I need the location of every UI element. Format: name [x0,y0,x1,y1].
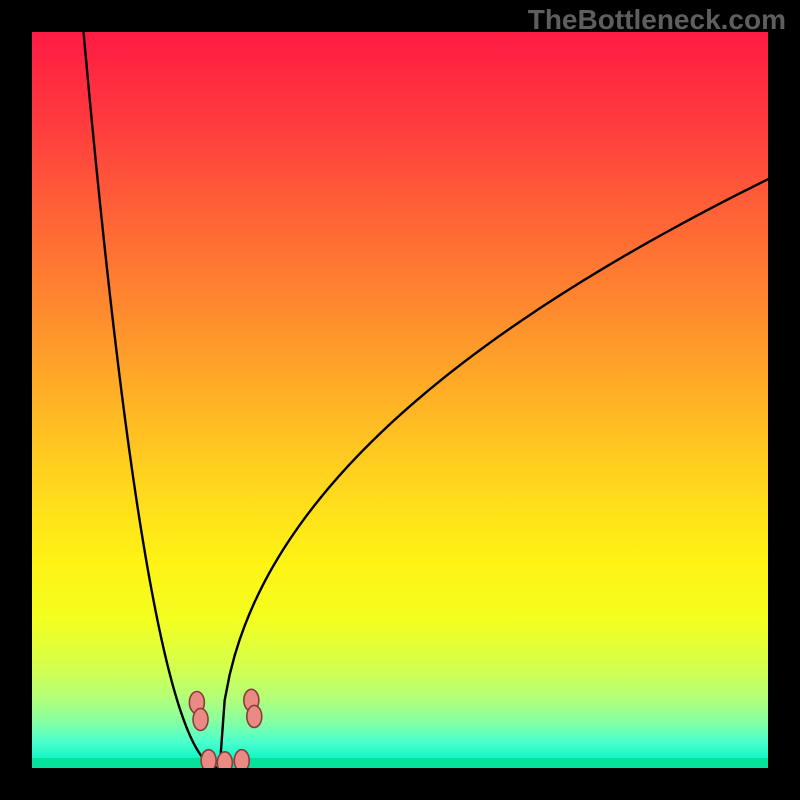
watermark-label: TheBottleneck.com [528,4,786,36]
baseline-strip [32,758,768,768]
gradient-background [32,32,768,768]
marker-dot [193,708,208,730]
marker-dot [201,750,216,768]
chart-svg [32,32,768,768]
marker-dot [247,705,262,727]
marker-dot [217,752,232,768]
marker-dot [234,750,249,768]
plot-area [32,32,768,768]
